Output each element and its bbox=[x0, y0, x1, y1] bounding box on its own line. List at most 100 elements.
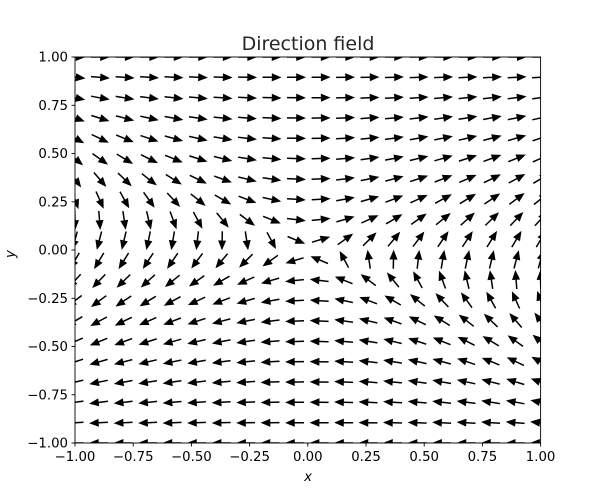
quiver-arrow bbox=[532, 113, 541, 121]
quiver-arrow bbox=[358, 357, 378, 366]
quiver-arrow bbox=[216, 212, 229, 228]
x-tick-label: 0.75 bbox=[468, 450, 498, 465]
quiver-arrow bbox=[458, 93, 478, 102]
quiver-arrow bbox=[311, 154, 331, 163]
quiver-arrow bbox=[138, 418, 158, 427]
quiver-arrow bbox=[358, 316, 378, 325]
quiver-arrow bbox=[262, 215, 281, 224]
quiver-arrow bbox=[114, 358, 133, 366]
quiver-arrow bbox=[456, 438, 476, 443]
quiver-arrow bbox=[482, 93, 502, 102]
quiver-arrow bbox=[386, 272, 400, 288]
quiver-arrow bbox=[531, 356, 541, 365]
quiver-arrow bbox=[140, 114, 159, 123]
quiver-arrow bbox=[189, 57, 208, 62]
quiver-arrow bbox=[165, 173, 182, 185]
quiver-arrow bbox=[413, 271, 423, 289]
quiver-arrow bbox=[115, 114, 135, 123]
quiver-arrow bbox=[383, 377, 402, 386]
quiver-arrow bbox=[140, 73, 159, 82]
quiver-arrow bbox=[139, 295, 157, 307]
quiver-arrow bbox=[458, 73, 478, 82]
quiver-arrow bbox=[114, 337, 133, 346]
quiver-arrow bbox=[239, 213, 255, 226]
quiver-arrow bbox=[409, 93, 429, 102]
quiver-arrow bbox=[236, 418, 256, 427]
quiver-arrow bbox=[334, 398, 354, 407]
quiver-arrow bbox=[512, 250, 521, 269]
quiver-arrow bbox=[75, 337, 84, 346]
quiver-arrow bbox=[89, 358, 108, 366]
quiver-arrow bbox=[238, 57, 258, 62]
quiver-arrow bbox=[138, 358, 157, 366]
quiver-arrow bbox=[287, 235, 306, 244]
x-tick-label: −0.25 bbox=[229, 450, 270, 465]
quiver-arrow bbox=[336, 174, 355, 183]
quiver-arrow bbox=[89, 418, 108, 427]
quiver-arrow bbox=[262, 57, 282, 62]
quiver-arrow bbox=[505, 418, 525, 427]
quiver-arrow bbox=[169, 211, 177, 230]
x-tick-label: 1.00 bbox=[526, 450, 556, 465]
quiver-arrow bbox=[334, 377, 354, 386]
quiver-arrow bbox=[187, 418, 206, 427]
quiver-arrow bbox=[286, 195, 306, 204]
quiver-arrow bbox=[242, 231, 251, 251]
quiver-arrow bbox=[387, 231, 401, 247]
quiver-arrow bbox=[460, 212, 475, 226]
quiver-arrow bbox=[116, 153, 134, 164]
quiver-arrow bbox=[505, 438, 525, 443]
quiver-arrow bbox=[140, 57, 160, 62]
quiver-arrow bbox=[336, 195, 355, 204]
quiver-arrow bbox=[163, 296, 181, 306]
quiver-arrow bbox=[359, 296, 378, 305]
quiver-arrow bbox=[481, 357, 500, 366]
quiver-arrow bbox=[94, 252, 105, 270]
quiver-arrow bbox=[407, 438, 427, 443]
quiver-arrow bbox=[92, 152, 108, 165]
quiver-arrow bbox=[311, 73, 331, 82]
quiver-arrow bbox=[262, 93, 282, 102]
quiver-arrow bbox=[164, 274, 181, 288]
quiver-arrow bbox=[507, 134, 527, 142]
quiver-arrow bbox=[75, 114, 85, 122]
quiver-arrow bbox=[487, 250, 496, 269]
quiver-arrow bbox=[236, 438, 256, 443]
quiver-arrow bbox=[285, 398, 305, 407]
quiver-arrow bbox=[384, 93, 404, 102]
quiver-arrow bbox=[211, 398, 231, 407]
quiver-arrow bbox=[188, 134, 208, 143]
quiver-arrow bbox=[238, 195, 257, 204]
quiver-arrow bbox=[360, 73, 380, 82]
quiver-arrow bbox=[162, 337, 182, 346]
quiver-arrow bbox=[360, 195, 380, 203]
quiver-arrow bbox=[384, 134, 404, 143]
quiver-arrow bbox=[438, 270, 447, 289]
quiver-arrow bbox=[309, 276, 329, 285]
quiver-arrow bbox=[218, 231, 227, 251]
quiver-arrow bbox=[434, 57, 454, 62]
quiver-arrow bbox=[410, 213, 427, 226]
quiver-arrow bbox=[336, 154, 356, 163]
quiver-arrow bbox=[509, 211, 524, 227]
quiver-arrow bbox=[188, 274, 205, 287]
quiver-arrow bbox=[162, 398, 182, 407]
quiver-arrow bbox=[505, 398, 525, 407]
quiver-arrow bbox=[309, 296, 329, 305]
quiver-arrow bbox=[339, 250, 350, 269]
quiver-arrow bbox=[75, 135, 85, 144]
quiver-arrow bbox=[309, 438, 329, 443]
quiver-arrow bbox=[115, 295, 132, 307]
quiver-arrow bbox=[434, 73, 454, 82]
quiver-arrow bbox=[432, 357, 451, 366]
quiver-arrow bbox=[362, 232, 377, 247]
quiver-arrow bbox=[120, 231, 128, 250]
quiver-arrow bbox=[432, 418, 452, 427]
quiver-arrow bbox=[213, 114, 233, 123]
quiver-arrow bbox=[285, 438, 304, 443]
quiver-arrow bbox=[75, 316, 83, 326]
quiver-arrow bbox=[140, 93, 159, 102]
quiver-arrow bbox=[311, 134, 331, 143]
quiver-arrow bbox=[336, 93, 356, 102]
quiver-arrow bbox=[286, 215, 306, 224]
